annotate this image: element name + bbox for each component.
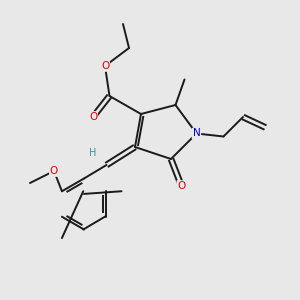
Text: H: H [89,148,97,158]
Text: O: O [101,61,109,71]
Text: N: N [193,128,200,139]
Text: O: O [89,112,97,122]
Text: O: O [50,166,58,176]
Text: O: O [177,181,186,191]
